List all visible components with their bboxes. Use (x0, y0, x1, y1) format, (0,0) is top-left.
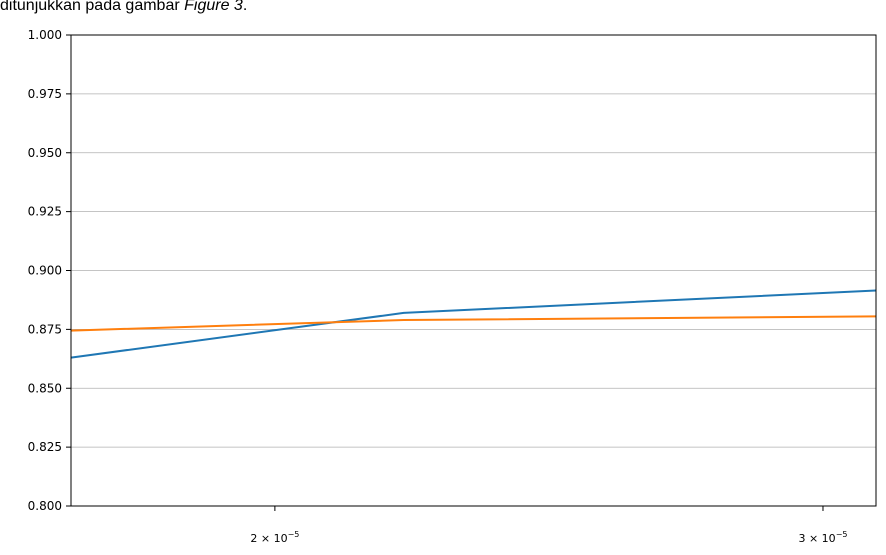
y-tick-label: 0.975 (28, 87, 62, 101)
x-tick-label: 2 × 10−5 (250, 530, 299, 545)
y-tick-label: 0.925 (28, 205, 62, 219)
series-line-1 (70, 289, 877, 359)
x-axis: 2 × 10−5 3 × 10−5 (250, 506, 847, 545)
x-tick-exponent: −5 (288, 530, 300, 539)
y-tick-label: 0.900 (28, 264, 62, 278)
x-tick-label: 3 × 10−5 (798, 530, 847, 545)
series-line-2 (70, 315, 877, 332)
y-axis: 1.000 0.975 0.950 0.925 0.900 0.875 0.850 0.825… (28, 28, 71, 513)
series-group (70, 289, 877, 359)
caption-figure-ref: Figure 3 (184, 0, 243, 14)
caption-main: ditunjukkan pada gambar (0, 0, 185, 14)
x-tick-base: 2 × 10 (250, 532, 287, 545)
x-tick-exponent: −5 (836, 530, 848, 539)
x-tick-base: 3 × 10 (798, 532, 835, 545)
y-tick-label: 0.950 (28, 146, 62, 160)
y-tick-label: 0.850 (28, 381, 62, 395)
y-tick-label: 1.000 (28, 28, 62, 42)
y-tick-label: 0.800 (28, 499, 62, 513)
y-tick-label: 0.875 (28, 322, 62, 336)
grid-lines (71, 34, 876, 507)
y-tick-label: 0.825 (28, 440, 62, 454)
caption-text: ditunjukkan pada gambar Figure 3. (0, 0, 247, 15)
caption-end: . (242, 0, 248, 14)
